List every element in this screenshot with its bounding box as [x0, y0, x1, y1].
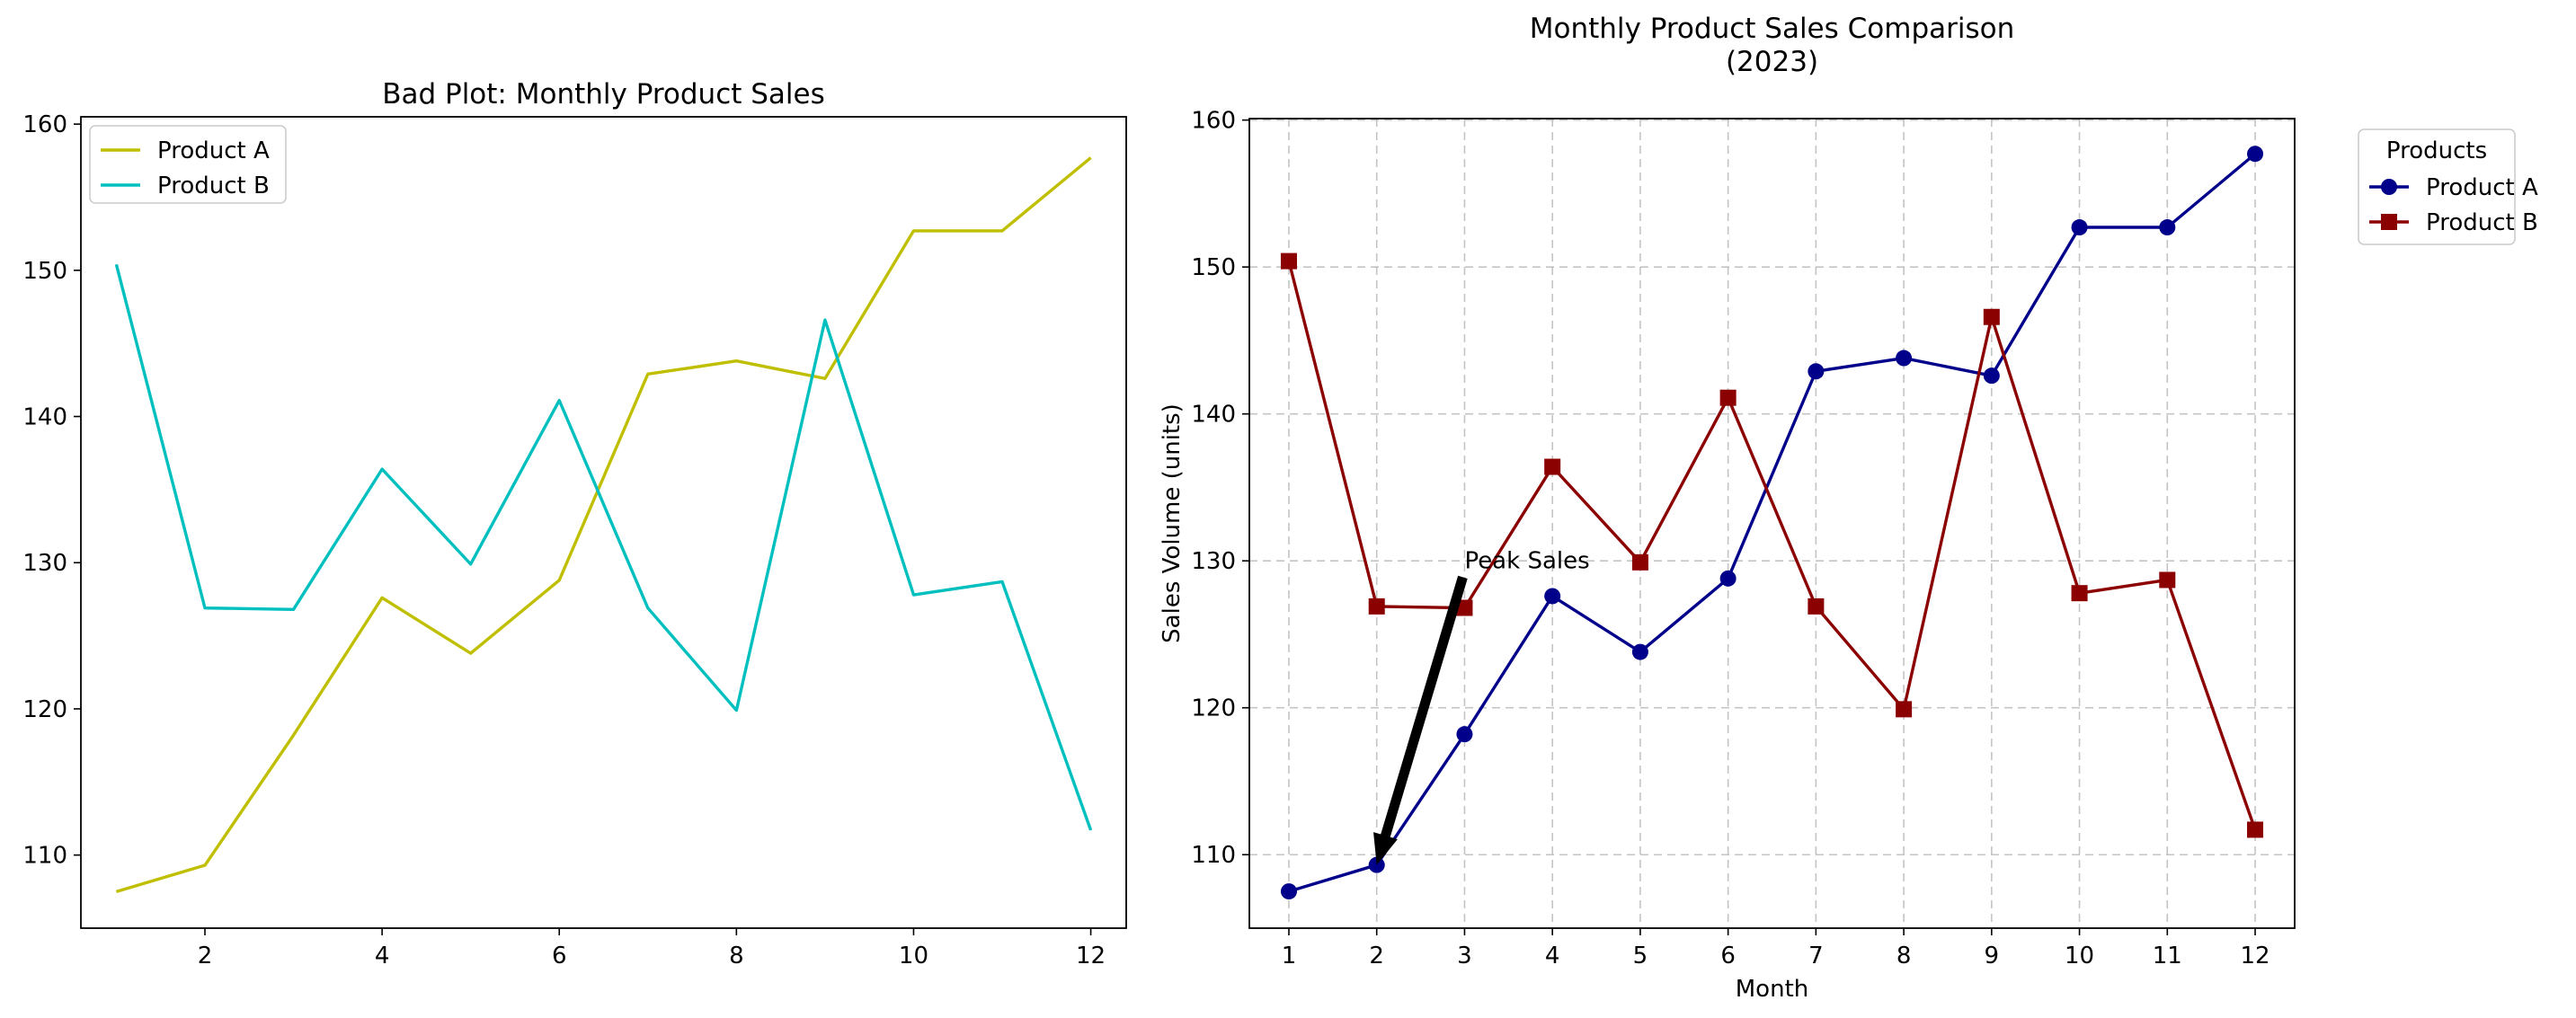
chart-1-point-product-b: [1368, 598, 1385, 615]
chart-0-y-tick-label: 150: [22, 258, 67, 285]
chart-1-point-product-b: [1983, 308, 2000, 325]
chart-1-title-line: Monthly Product Sales Comparison: [1530, 13, 2015, 45]
chart-0-y-tick-label: 130: [22, 550, 67, 577]
chart-0-x-tick-label: 4: [375, 943, 390, 969]
chart-1-y-tick-label: 110: [1191, 842, 1236, 869]
chart-1-x-axis-label: Month: [1736, 976, 1809, 1003]
chart-1-y-tick-label: 130: [1191, 548, 1236, 575]
chart-1-point-product-a: [1280, 883, 1297, 900]
chart-0-x-tick-label: 2: [198, 943, 213, 969]
chart-1-x-tick-label: 6: [1720, 943, 1736, 969]
chart-1-axes-frame: [1248, 118, 2296, 929]
chart-1-title-line: (2023): [1726, 46, 1818, 78]
chart-1-point-product-b: [1280, 252, 1297, 270]
chart-1-point-product-a: [1544, 588, 1561, 605]
chart-1-x-tick-label: 4: [1545, 943, 1560, 969]
chart-0-x-tick-label: 12: [1076, 943, 1106, 969]
chart-1-legend-box: [2358, 128, 2516, 245]
annotation-text: Peak Sales: [1464, 547, 1589, 574]
chart-0-panel: 2 4 6 8 10 12 110 120 130 140 150 160 Bad Plot: Mont…: [22, 78, 1127, 969]
chart-0-y-tick-label: 140: [22, 404, 67, 431]
chart-1-legend-label-product-b: Product B: [2426, 209, 2538, 236]
chart-1-point-product-b: [1719, 389, 1737, 406]
chart-1-point-product-a: [2247, 146, 2264, 163]
chart-0-series-line-product-a: [115, 156, 1092, 893]
chart-0-legend-label-product-a: Product A: [157, 137, 270, 164]
chart-1-point-product-a: [1456, 726, 1473, 743]
chart-1-point-product-a: [1983, 367, 2000, 385]
chart-0-legend-label-product-b: Product B: [157, 173, 270, 199]
chart-1-x-tick-label: 8: [1896, 943, 1912, 969]
chart-1-x-tick-label: 3: [1457, 943, 1472, 969]
chart-1-y-tick-label: 160: [1191, 108, 1236, 135]
chart-1-point-product-b: [2159, 571, 2176, 589]
chart-1-y-tick-label: 150: [1191, 254, 1236, 281]
chart-1-y-axis-label: Sales Volume (units): [1159, 403, 1186, 643]
chart-1-x-tick-label: 5: [1633, 943, 1648, 969]
chart-1-legend-title: Products: [2386, 137, 2487, 164]
chart-1-y-tick-label: 120: [1191, 695, 1236, 722]
chart-1-point-product-b: [1456, 599, 1473, 616]
chart-1-point-product-b: [1631, 553, 1648, 571]
chart-1-x-tick-label: 1: [1282, 943, 1297, 969]
chart-1-y-tick-label: 140: [1191, 402, 1236, 429]
chart-1-point-product-a: [1808, 363, 1825, 380]
chart-1-point-product-a: [1719, 570, 1737, 587]
chart-1-point-product-b: [1544, 458, 1561, 475]
chart-0-x-tick-label: 8: [729, 943, 744, 969]
chart-0-series-line-product-b: [114, 263, 1093, 831]
chart-0-x-tick-label: 10: [899, 943, 928, 969]
chart-1-x-tick-label: 12: [2240, 943, 2270, 969]
chart-1-point-product-b: [1896, 701, 1913, 718]
chart-1-panel: 1 2 3 4 5 6 7 8 9 10 11 12110120130140150160Monthly…: [1159, 13, 2538, 1003]
chart-1-series-line-product-a: [1288, 152, 2257, 893]
chart-1-point-product-a: [1896, 350, 1913, 367]
chart-1-x-tick-label: 2: [1369, 943, 1384, 969]
chart-1-point-product-a: [2159, 219, 2176, 236]
chart-1-legend-marker-product-b: [2381, 214, 2397, 230]
annotation-arrow: [1373, 575, 1468, 865]
chart-1-x-tick-label: 7: [1808, 943, 1824, 969]
chart-0-axes-frame: [80, 116, 1127, 929]
chart-0-x-tick-label: 6: [552, 943, 567, 969]
chart-1-x-tick-label: 9: [1985, 943, 2000, 969]
chart-1-series-line-product-b: [1287, 261, 2257, 831]
chart-1-point-product-b: [1808, 598, 1825, 615]
chart-1-point-product-a: [1631, 643, 1648, 660]
chart-1-x-tick-label: 10: [2065, 943, 2094, 969]
chart-0-title: Bad Plot: Monthly Product Sales: [382, 78, 825, 111]
chart-1-x-tick-label: 11: [2153, 943, 2182, 969]
chart-0-y-tick-label: 120: [22, 696, 67, 723]
chart-0-y-tick-label: 110: [22, 843, 67, 870]
chart-1-point-product-b: [2071, 585, 2088, 602]
chart-1-legend-label-product-a: Product A: [2426, 174, 2538, 201]
chart-1-point-product-b: [2247, 821, 2264, 838]
chart-0-y-tick-label: 160: [22, 111, 67, 138]
chart-1-point-product-a: [2071, 219, 2088, 236]
chart-1-legend-marker-product-a: [2381, 179, 2397, 195]
